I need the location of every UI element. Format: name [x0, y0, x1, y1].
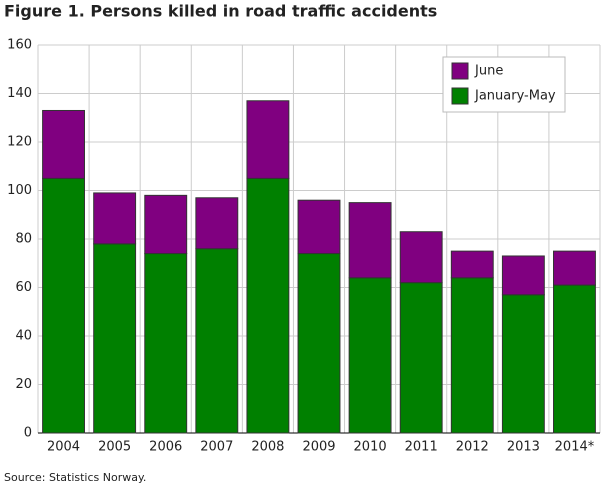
bar-segment	[450, 250, 494, 279]
y-tick-label: 60	[15, 280, 32, 295]
chart-title: Figure 1. Persons killed in road traffic…	[4, 2, 437, 21]
y-tick-label: 140	[7, 86, 32, 101]
y-tick-label: 160	[7, 38, 32, 53]
x-tick-label: 2004	[47, 440, 80, 455]
y-tick-label: 40	[15, 329, 32, 344]
bar-segment	[297, 199, 341, 255]
bar-segment	[450, 277, 494, 434]
legend-swatch	[451, 87, 469, 105]
bar-segment	[93, 192, 137, 245]
legend-label: January-May	[474, 89, 556, 104]
bar-segment	[501, 255, 545, 296]
bar-segment	[348, 202, 392, 279]
bar-segment	[144, 194, 188, 255]
bar-segment	[553, 250, 596, 286]
bar-segment	[399, 231, 443, 284]
x-tick-label: 2010	[354, 440, 387, 455]
bar-segment	[42, 109, 85, 179]
y-tick-label: 80	[15, 232, 32, 247]
x-tick-label: 2006	[149, 440, 182, 455]
y-tick-label: 120	[7, 135, 32, 150]
x-tick-label: 2005	[98, 440, 131, 455]
bar-segment	[399, 282, 443, 434]
x-tick-label: 2009	[302, 440, 335, 455]
x-tick-label: 2014*	[555, 440, 595, 455]
bar-segment	[501, 294, 545, 434]
source: Source: Statistics Norway.	[4, 471, 146, 484]
x-tick-label: 2007	[200, 440, 233, 455]
bar-segment	[144, 253, 188, 434]
y-tick-label: 100	[7, 183, 32, 198]
bar-segment	[246, 177, 290, 434]
bar-segment	[195, 248, 239, 434]
bar-segment	[297, 253, 341, 434]
y-tick-label: 20	[15, 377, 32, 392]
x-tick-label: 2008	[251, 440, 284, 455]
bar-segment	[42, 177, 85, 434]
x-tick-label: 2013	[507, 440, 540, 455]
bar-segment	[195, 197, 239, 250]
bar-segment	[348, 277, 392, 434]
legend-swatch	[451, 62, 469, 80]
bar-segment	[553, 284, 596, 434]
legend-label: June	[474, 64, 503, 79]
x-tick-label: 2011	[405, 440, 438, 455]
bar-segment	[246, 100, 290, 179]
x-tick-label: 2012	[456, 440, 489, 455]
y-tick-label: 0	[24, 426, 32, 441]
bar-segment	[93, 243, 137, 434]
